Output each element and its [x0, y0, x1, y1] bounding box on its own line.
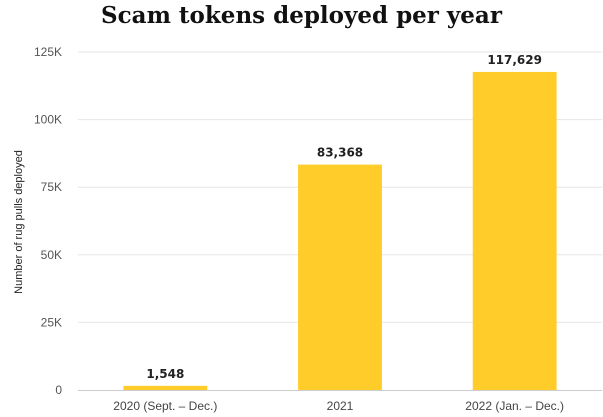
y-tick-label: 50K — [41, 248, 62, 262]
y-tick-label: 75K — [41, 180, 62, 194]
data-label: 83,368 — [317, 146, 363, 160]
data-label: 117,629 — [487, 53, 542, 67]
y-tick-label: 0 — [55, 383, 62, 397]
x-tick-labels: 2020 (Sept. – Dec.) 2021 2022 (Jan. – Dec.… — [113, 399, 564, 413]
y-tick-label: 125K — [34, 45, 62, 59]
bar — [298, 164, 382, 390]
x-tick-label: 2020 (Sept. – Dec.) — [113, 399, 217, 413]
y-tick-labels: 0 25K 50K 75K 100K 125K — [34, 45, 62, 397]
x-tick-label: 2021 — [327, 399, 354, 413]
bar — [472, 71, 557, 390]
bars — [123, 71, 557, 390]
y-tick-label: 25K — [41, 315, 62, 329]
data-labels: 1,548 83,368 117,629 — [146, 53, 542, 381]
data-label: 1,548 — [146, 367, 184, 381]
bar — [123, 385, 208, 390]
y-tick-label: 100K — [34, 113, 62, 127]
chart-title: Scam tokens deployed per year — [101, 2, 502, 29]
x-tick-label: 2022 (Jan. – Dec.) — [465, 399, 564, 413]
